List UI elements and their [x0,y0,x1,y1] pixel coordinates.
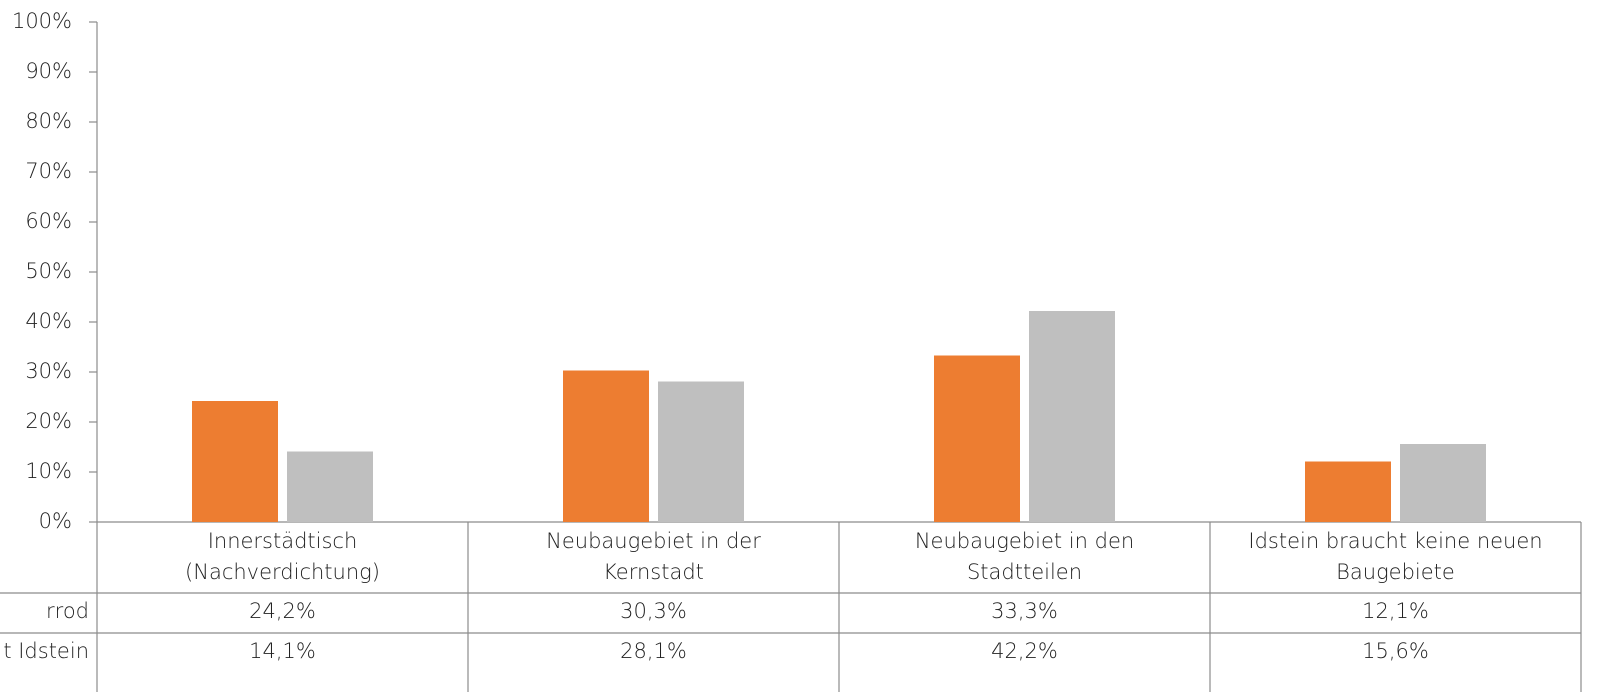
table-value: 12,1% [1362,599,1429,623]
y-tick-label: 100% [12,9,72,33]
x-tick-label: Innerstädtisch (Nachverdichtung) [185,529,380,584]
bar [1029,311,1115,522]
table-value: 14,1% [249,639,316,663]
bar [1305,461,1391,522]
table-value: 30,3% [620,599,687,623]
x-tick-label: Neubaugebiet in der Kernstadt [546,529,761,584]
bar [934,355,1020,522]
x-tick-label: Neubaugebiet in den Stadtteilen [915,529,1134,584]
y-tick-label: 90% [25,59,72,83]
y-tick-label: 20% [25,409,72,433]
y-tick-label: 70% [25,159,72,183]
y-tick-label: 40% [25,309,72,333]
bar [1400,444,1486,522]
y-tick-label: 60% [25,209,72,233]
series-name: t Idstein [3,639,89,663]
table-value: 33,3% [991,599,1058,623]
bar [658,381,744,522]
table-value: 24,2% [249,599,316,623]
y-tick-label: 30% [25,359,72,383]
table-value: 15,6% [1362,639,1429,663]
bar [563,370,649,522]
y-tick-label: 80% [25,109,72,133]
y-tick-label: 50% [25,259,72,283]
y-tick-label: 0% [39,509,72,533]
x-tick-label: Idstein braucht keine neuen Baugebiete [1248,529,1542,584]
bar [192,401,278,522]
table-value: 28,1% [620,639,687,663]
bar [287,451,373,522]
y-tick-label: 10% [25,459,72,483]
table-value: 42,2% [991,639,1058,663]
series-name: rrod [46,599,89,623]
